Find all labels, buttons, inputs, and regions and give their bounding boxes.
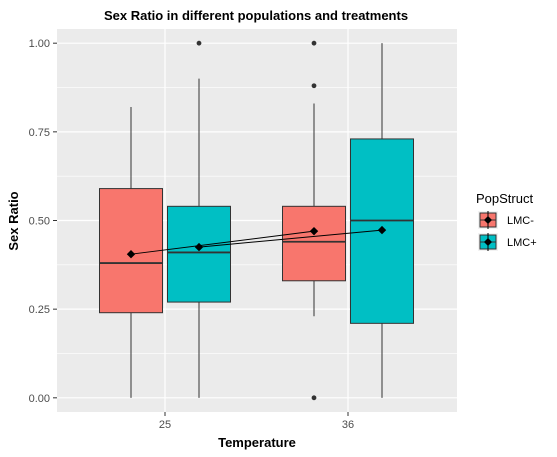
y-tick-label: 0.50 [29,216,50,228]
x-tick-label: 25 [159,419,171,431]
mean-line-LMC+ [198,229,383,248]
mean-point [309,226,319,236]
y-tick-label: 1.00 [29,38,50,50]
chart-title: Sex Ratio in different populations and t… [104,8,408,23]
outlier-point [311,83,317,89]
legend-item-LMC+: LMC+ [478,233,537,251]
legend-key-point [484,216,492,224]
outlier-point [311,40,317,46]
legend-label: LMC- [507,215,534,227]
mean-point [194,242,204,252]
x-axis-title: Temperature [218,435,296,450]
outlier-point [311,395,317,401]
x-tick-label: 36 [342,419,354,431]
y-tick-label: 0.25 [29,304,50,316]
mean-line-LMC- [130,230,315,255]
legend-label: LMC+ [507,237,537,249]
box-body [167,205,231,303]
mean-lines [126,225,387,259]
box-body [282,205,346,282]
mean-point [126,249,136,259]
y-axis-ticks: 0.00 0.25 0.50 0.75 1.00 [29,38,57,405]
legend-item-LMC-: LMC- [478,211,534,229]
y-tick-label: 0.00 [29,393,50,405]
y-tick-label: 0.75 [29,127,50,139]
legend: PopStruct LMC- LMC+ [476,191,537,251]
box-LMC+-25 [167,40,231,398]
legend-title: PopStruct [476,191,533,206]
box-LMC--36 [282,40,346,401]
x-axis-ticks: 25 36 [159,412,354,431]
y-axis-title: Sex Ratio [6,191,21,250]
legend-key-point [484,238,492,246]
outlier-point [196,40,202,46]
mean-point [377,225,387,235]
